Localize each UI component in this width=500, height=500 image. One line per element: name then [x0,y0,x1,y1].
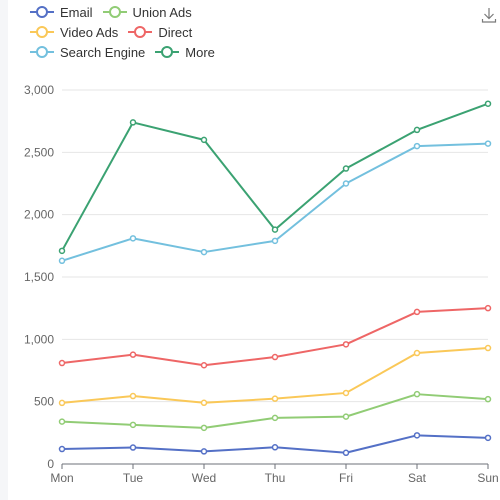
data-point-email[interactable] [271,444,279,451]
x-tick-label: Wed [192,471,216,485]
legend-item[interactable]: Email [30,5,93,20]
y-tick-label: 3,000 [24,83,54,97]
legend-item[interactable]: Video Ads [30,25,118,40]
data-point-video-ads[interactable] [271,395,279,402]
legend-swatch [102,6,127,18]
data-point-direct[interactable] [129,351,137,358]
legend-swatch [155,46,180,58]
x-tick-label: Thu [265,471,286,485]
data-point-search-engine[interactable] [271,237,279,245]
data-point-search-engine[interactable] [58,257,66,265]
x-tick-label: Sat [408,471,427,485]
data-point-direct[interactable] [342,341,350,348]
legend-swatch-marker [161,46,174,58]
legend-label: Direct [158,24,193,40]
legend-swatch-marker [134,26,147,38]
legend-label: More [185,44,215,60]
data-point-union-ads[interactable] [129,421,137,429]
legend-item[interactable]: More [155,45,215,60]
data-point-more[interactable] [271,226,279,233]
data-point-more[interactable] [342,165,350,172]
data-point-union-ads[interactable] [271,414,279,422]
data-point-direct[interactable] [200,362,208,369]
legend-label: Video Ads [60,24,119,40]
data-point-email[interactable] [484,434,492,442]
y-tick-label: 1,500 [24,270,54,284]
legend-swatch-marker [36,26,48,38]
data-point-video-ads[interactable] [129,392,137,400]
legend-item[interactable]: Union Ads [102,4,192,20]
download-icon[interactable] [480,6,498,24]
legend-row: Video Ads Direct [30,22,450,42]
legend-swatch [30,26,54,38]
legend-swatch [30,6,54,18]
data-point-direct[interactable] [484,304,492,312]
data-point-email[interactable] [58,445,66,453]
data-point-search-engine[interactable] [200,248,208,256]
y-tick-label: 0 [47,457,54,471]
y-tick-label: 1,000 [24,332,54,346]
legend-swatch-marker [108,6,121,18]
legend-swatch-marker [36,46,48,58]
data-point-union-ads[interactable] [342,413,350,420]
data-point-search-engine[interactable] [413,142,421,150]
data-point-union-ads[interactable] [413,390,421,398]
left-gutter [0,0,8,500]
legend-row: Email Union Ads [30,2,450,22]
data-point-video-ads[interactable] [58,399,66,407]
legend-label: Email [60,4,93,20]
legend-row: Search Engine More [30,42,450,62]
legend-label: Union Ads [132,4,192,20]
x-tick-label: Mon [50,471,73,485]
data-point-more[interactable] [129,119,137,126]
y-tick-label: 2,000 [24,208,54,222]
x-tick-label: Tue [123,471,144,485]
legend-item[interactable]: Direct [128,25,192,40]
data-point-video-ads[interactable] [342,389,350,397]
x-tick-label: Fri [339,471,353,485]
legend-swatch [128,26,153,38]
data-point-email[interactable] [342,449,350,457]
y-tick-label: 2,500 [24,145,54,159]
x-tick-label: Sun [477,471,498,485]
chart-legend: Email Union Ads Video Ads Direct Search Engi… [30,2,450,62]
data-point-direct[interactable] [58,359,66,367]
data-point-email[interactable] [129,444,137,451]
data-point-more[interactable] [200,136,208,144]
data-point-direct[interactable] [413,308,421,316]
data-point-email[interactable] [413,432,421,439]
data-point-more[interactable] [58,247,66,255]
data-point-more[interactable] [413,126,421,134]
data-point-direct[interactable] [271,353,279,361]
data-point-video-ads[interactable] [484,344,492,352]
data-point-video-ads[interactable] [200,399,208,407]
data-point-union-ads[interactable] [484,395,492,403]
data-point-video-ads[interactable] [413,349,421,357]
legend-item[interactable]: Search Engine [30,45,145,60]
data-point-union-ads[interactable] [200,424,208,432]
data-point-email[interactable] [200,448,208,455]
data-point-search-engine[interactable] [342,180,350,187]
data-point-search-engine[interactable] [129,235,137,242]
legend-label: Search Engine [60,44,146,60]
legend-swatch [30,46,54,58]
legend-swatch-marker [36,6,48,18]
data-point-more[interactable] [484,100,492,107]
data-point-search-engine[interactable] [484,140,492,147]
y-tick-label: 500 [34,395,54,409]
data-point-union-ads[interactable] [58,418,66,425]
